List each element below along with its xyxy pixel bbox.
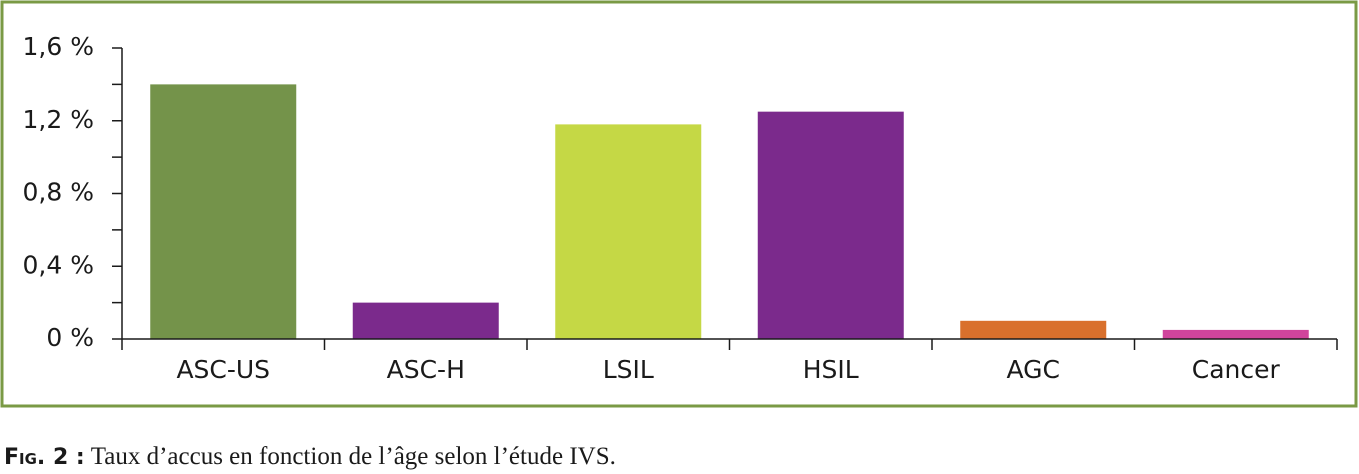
y-tick-label: 1,2 % bbox=[23, 105, 94, 134]
bar bbox=[960, 320, 1107, 339]
bar bbox=[555, 124, 702, 339]
x-tick-label: LSIL bbox=[603, 355, 654, 384]
y-tick-label: 0,4 % bbox=[23, 250, 94, 279]
caption: Fig. 2 : Taux d’accus en fonction de l’âg… bbox=[4, 443, 616, 470]
chart-border bbox=[0, 0, 1358, 408]
y-tick-label: 0,8 % bbox=[23, 178, 94, 207]
bar bbox=[1162, 329, 1309, 339]
x-tick-label: AGC bbox=[1007, 355, 1061, 384]
y-tick-label: 1,6 % bbox=[23, 32, 94, 61]
caption-text: Taux d’accus en fonction de l’âge selon … bbox=[91, 443, 616, 470]
x-tick-label: ASC-US bbox=[176, 355, 270, 384]
bar bbox=[757, 111, 904, 339]
y-tick-label: 0 % bbox=[46, 323, 94, 352]
bar bbox=[352, 302, 499, 339]
x-tick-label: HSIL bbox=[803, 355, 859, 384]
caption-label: Fig. 2 : bbox=[4, 445, 85, 470]
x-tick-label: ASC-H bbox=[387, 355, 465, 384]
x-tick-label: Cancer bbox=[1192, 355, 1281, 384]
bar bbox=[150, 84, 297, 339]
